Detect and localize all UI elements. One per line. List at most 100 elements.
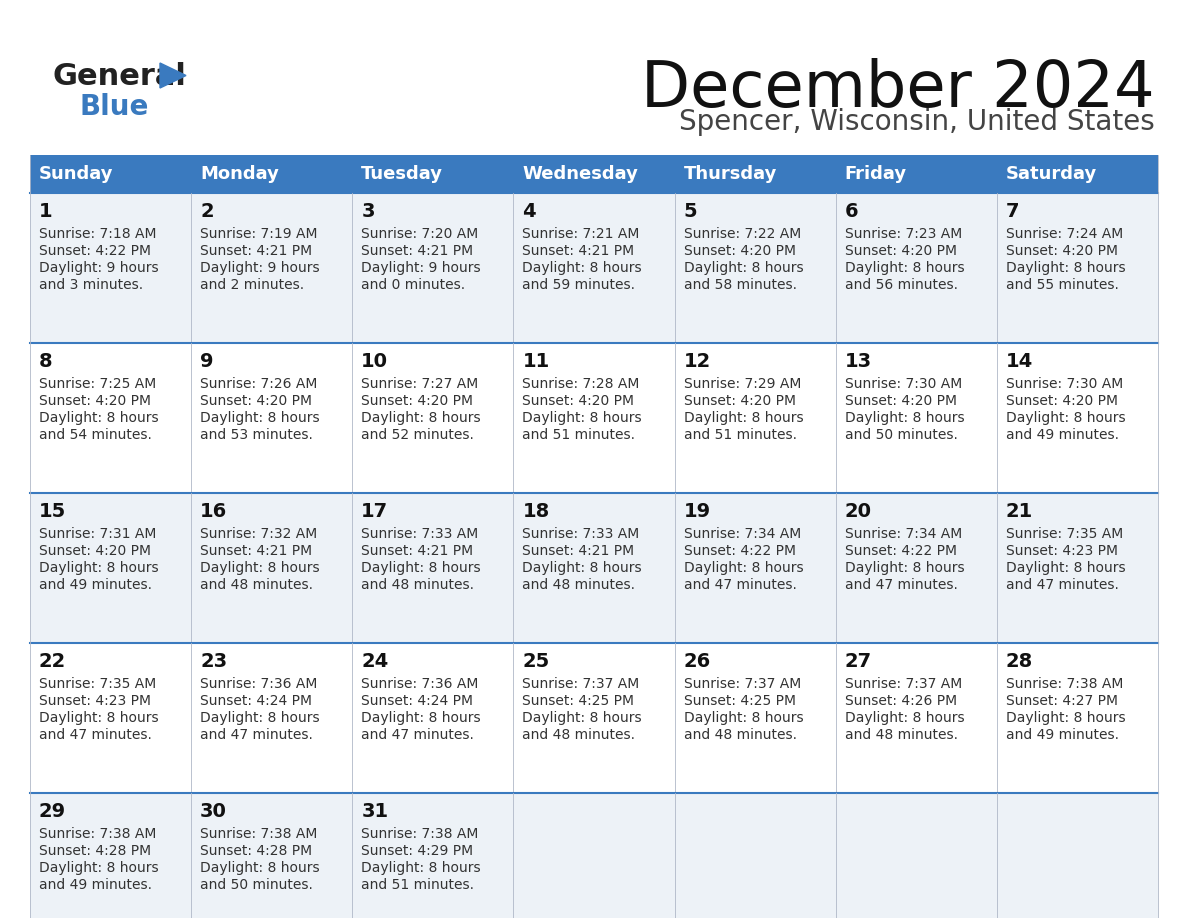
Text: 4: 4 bbox=[523, 202, 536, 221]
Text: Saturday: Saturday bbox=[1006, 165, 1097, 183]
Text: 10: 10 bbox=[361, 352, 388, 371]
Text: Sunrise: 7:35 AM: Sunrise: 7:35 AM bbox=[39, 677, 157, 691]
Text: 11: 11 bbox=[523, 352, 550, 371]
Text: Sunset: 4:25 PM: Sunset: 4:25 PM bbox=[683, 694, 796, 708]
Text: Sunset: 4:27 PM: Sunset: 4:27 PM bbox=[1006, 694, 1118, 708]
Text: Wednesday: Wednesday bbox=[523, 165, 638, 183]
Text: Daylight: 8 hours: Daylight: 8 hours bbox=[200, 411, 320, 425]
Text: Sunset: 4:20 PM: Sunset: 4:20 PM bbox=[845, 394, 956, 408]
Text: and 48 minutes.: and 48 minutes. bbox=[523, 728, 636, 742]
Text: 22: 22 bbox=[39, 652, 67, 671]
Text: Sunrise: 7:30 AM: Sunrise: 7:30 AM bbox=[1006, 377, 1123, 391]
Text: 1: 1 bbox=[39, 202, 52, 221]
Text: 19: 19 bbox=[683, 502, 710, 521]
Text: Daylight: 8 hours: Daylight: 8 hours bbox=[845, 711, 965, 725]
Text: Sunrise: 7:22 AM: Sunrise: 7:22 AM bbox=[683, 227, 801, 241]
Text: 7: 7 bbox=[1006, 202, 1019, 221]
Text: 5: 5 bbox=[683, 202, 697, 221]
Text: and 49 minutes.: and 49 minutes. bbox=[1006, 728, 1119, 742]
Text: Daylight: 8 hours: Daylight: 8 hours bbox=[845, 261, 965, 275]
Text: 12: 12 bbox=[683, 352, 710, 371]
Text: 23: 23 bbox=[200, 652, 227, 671]
Text: Sunset: 4:20 PM: Sunset: 4:20 PM bbox=[683, 394, 796, 408]
Text: 17: 17 bbox=[361, 502, 388, 521]
Text: Sunset: 4:26 PM: Sunset: 4:26 PM bbox=[845, 694, 956, 708]
Text: Sunrise: 7:28 AM: Sunrise: 7:28 AM bbox=[523, 377, 640, 391]
Text: Sunrise: 7:24 AM: Sunrise: 7:24 AM bbox=[1006, 227, 1123, 241]
Text: Sunrise: 7:34 AM: Sunrise: 7:34 AM bbox=[683, 527, 801, 541]
Text: 29: 29 bbox=[39, 802, 67, 821]
Text: and 51 minutes.: and 51 minutes. bbox=[683, 428, 797, 442]
Text: Daylight: 8 hours: Daylight: 8 hours bbox=[200, 711, 320, 725]
Text: Tuesday: Tuesday bbox=[361, 165, 443, 183]
Text: and 3 minutes.: and 3 minutes. bbox=[39, 278, 143, 292]
Text: Sunrise: 7:36 AM: Sunrise: 7:36 AM bbox=[361, 677, 479, 691]
Text: and 50 minutes.: and 50 minutes. bbox=[845, 428, 958, 442]
Text: and 48 minutes.: and 48 minutes. bbox=[683, 728, 797, 742]
Text: Sunset: 4:21 PM: Sunset: 4:21 PM bbox=[523, 244, 634, 258]
Text: and 2 minutes.: and 2 minutes. bbox=[200, 278, 304, 292]
Text: Daylight: 8 hours: Daylight: 8 hours bbox=[845, 411, 965, 425]
Text: Sunrise: 7:31 AM: Sunrise: 7:31 AM bbox=[39, 527, 157, 541]
Text: Sunrise: 7:26 AM: Sunrise: 7:26 AM bbox=[200, 377, 317, 391]
Text: Daylight: 8 hours: Daylight: 8 hours bbox=[523, 711, 642, 725]
Text: Daylight: 8 hours: Daylight: 8 hours bbox=[200, 861, 320, 875]
Text: Daylight: 8 hours: Daylight: 8 hours bbox=[39, 561, 159, 575]
Text: Sunset: 4:20 PM: Sunset: 4:20 PM bbox=[39, 544, 151, 558]
Text: 13: 13 bbox=[845, 352, 872, 371]
Text: Sunrise: 7:23 AM: Sunrise: 7:23 AM bbox=[845, 227, 962, 241]
Text: Sunset: 4:21 PM: Sunset: 4:21 PM bbox=[200, 244, 312, 258]
Text: and 48 minutes.: and 48 minutes. bbox=[200, 578, 314, 592]
Text: Sunrise: 7:37 AM: Sunrise: 7:37 AM bbox=[683, 677, 801, 691]
Text: Sunrise: 7:34 AM: Sunrise: 7:34 AM bbox=[845, 527, 962, 541]
Text: 8: 8 bbox=[39, 352, 52, 371]
Text: Daylight: 8 hours: Daylight: 8 hours bbox=[523, 411, 642, 425]
Text: Daylight: 9 hours: Daylight: 9 hours bbox=[361, 261, 481, 275]
Text: Sunset: 4:20 PM: Sunset: 4:20 PM bbox=[200, 394, 312, 408]
Text: 26: 26 bbox=[683, 652, 710, 671]
Text: 27: 27 bbox=[845, 652, 872, 671]
Text: Daylight: 8 hours: Daylight: 8 hours bbox=[1006, 711, 1125, 725]
Text: Sunrise: 7:33 AM: Sunrise: 7:33 AM bbox=[361, 527, 479, 541]
Text: and 56 minutes.: and 56 minutes. bbox=[845, 278, 958, 292]
Text: Sunset: 4:22 PM: Sunset: 4:22 PM bbox=[845, 544, 956, 558]
Text: Sunset: 4:28 PM: Sunset: 4:28 PM bbox=[39, 844, 151, 858]
Text: and 54 minutes.: and 54 minutes. bbox=[39, 428, 152, 442]
Text: and 59 minutes.: and 59 minutes. bbox=[523, 278, 636, 292]
Text: Daylight: 8 hours: Daylight: 8 hours bbox=[39, 861, 159, 875]
Text: Daylight: 8 hours: Daylight: 8 hours bbox=[361, 411, 481, 425]
Text: Sunrise: 7:29 AM: Sunrise: 7:29 AM bbox=[683, 377, 801, 391]
Text: December 2024: December 2024 bbox=[642, 58, 1155, 120]
Text: and 49 minutes.: and 49 minutes. bbox=[39, 578, 152, 592]
Text: Sunset: 4:21 PM: Sunset: 4:21 PM bbox=[523, 544, 634, 558]
Text: 2: 2 bbox=[200, 202, 214, 221]
Text: Sunrise: 7:36 AM: Sunrise: 7:36 AM bbox=[200, 677, 317, 691]
Bar bbox=[30, 193, 1158, 343]
Bar bbox=[30, 493, 1158, 643]
Text: Daylight: 8 hours: Daylight: 8 hours bbox=[683, 261, 803, 275]
Text: Daylight: 8 hours: Daylight: 8 hours bbox=[683, 561, 803, 575]
Text: 15: 15 bbox=[39, 502, 67, 521]
Text: and 53 minutes.: and 53 minutes. bbox=[200, 428, 312, 442]
Text: 30: 30 bbox=[200, 802, 227, 821]
Text: Daylight: 8 hours: Daylight: 8 hours bbox=[523, 261, 642, 275]
Text: Sunrise: 7:37 AM: Sunrise: 7:37 AM bbox=[523, 677, 639, 691]
Text: Sunrise: 7:35 AM: Sunrise: 7:35 AM bbox=[1006, 527, 1123, 541]
Bar bbox=[30, 155, 191, 193]
Text: General: General bbox=[52, 62, 185, 91]
Text: 20: 20 bbox=[845, 502, 872, 521]
Text: Daylight: 8 hours: Daylight: 8 hours bbox=[1006, 261, 1125, 275]
Text: Sunset: 4:23 PM: Sunset: 4:23 PM bbox=[39, 694, 151, 708]
Text: Sunset: 4:28 PM: Sunset: 4:28 PM bbox=[200, 844, 312, 858]
Text: Daylight: 8 hours: Daylight: 8 hours bbox=[361, 561, 481, 575]
Text: 28: 28 bbox=[1006, 652, 1034, 671]
Text: Sunset: 4:23 PM: Sunset: 4:23 PM bbox=[1006, 544, 1118, 558]
Bar bbox=[30, 643, 1158, 793]
Bar bbox=[835, 155, 997, 193]
Text: Sunset: 4:20 PM: Sunset: 4:20 PM bbox=[1006, 394, 1118, 408]
Text: 14: 14 bbox=[1006, 352, 1034, 371]
Text: Daylight: 9 hours: Daylight: 9 hours bbox=[200, 261, 320, 275]
Text: Sunrise: 7:25 AM: Sunrise: 7:25 AM bbox=[39, 377, 157, 391]
Text: Friday: Friday bbox=[845, 165, 906, 183]
Text: Spencer, Wisconsin, United States: Spencer, Wisconsin, United States bbox=[680, 108, 1155, 136]
